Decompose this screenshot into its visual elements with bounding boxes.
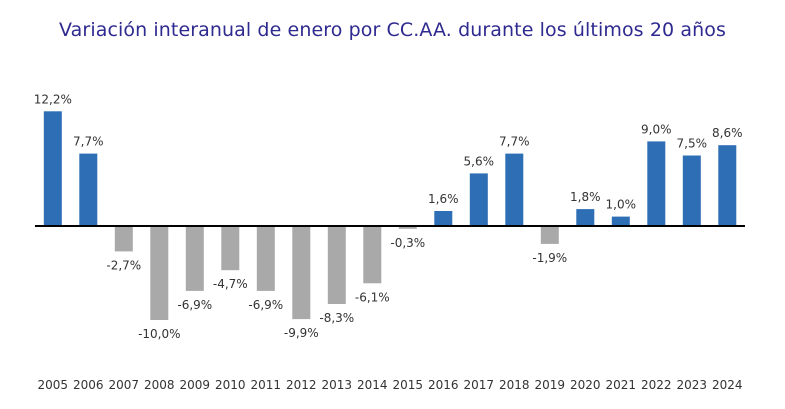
bar-2019 [540, 226, 559, 244]
data-label-2021: 1,0% [606, 198, 637, 212]
x-tick-2008: 2008 [144, 378, 175, 392]
bar-2022 [647, 141, 666, 226]
bar-2009 [185, 226, 204, 291]
x-tick-2012: 2012 [286, 378, 317, 392]
bar-2020 [576, 209, 595, 226]
bar-2010 [221, 226, 240, 271]
bar-2016 [434, 211, 453, 226]
x-tick-2017: 2017 [464, 378, 495, 392]
bar-2017 [469, 173, 488, 226]
data-label-2018: 7,7% [499, 135, 530, 149]
bars-group [43, 111, 737, 320]
data-label-2008: -10,0% [138, 327, 180, 341]
bar-2006 [79, 153, 98, 226]
bar-2018 [505, 153, 524, 226]
bar-2024 [718, 145, 737, 226]
x-tick-2015: 2015 [393, 378, 424, 392]
data-label-2024: 8,6% [712, 126, 743, 140]
bar-2014 [363, 226, 382, 284]
x-tick-2011: 2011 [251, 378, 282, 392]
bar-2015 [398, 226, 417, 229]
data-label-2006: 7,7% [73, 135, 104, 149]
x-tick-2020: 2020 [570, 378, 601, 392]
data-label-2015: -0,3% [390, 236, 425, 250]
x-tick-2023: 2023 [677, 378, 708, 392]
bar-2021 [611, 216, 630, 226]
x-tick-2018: 2018 [499, 378, 530, 392]
x-tick-2005: 2005 [38, 378, 69, 392]
x-tick-2007: 2007 [109, 378, 140, 392]
chart-title: Variación interanual de enero por CC.AA.… [59, 19, 726, 41]
x-tick-2014: 2014 [357, 378, 388, 392]
data-label-2005: 12,2% [34, 92, 72, 106]
data-label-2022: 9,0% [641, 122, 672, 136]
x-tick-2024: 2024 [712, 378, 743, 392]
bar-2013 [327, 226, 346, 304]
x-tick-2016: 2016 [428, 378, 459, 392]
data-label-2011: -6,9% [248, 298, 283, 312]
data-label-2009: -6,9% [177, 298, 212, 312]
bar-2023 [682, 155, 701, 226]
data-label-2017: 5,6% [464, 154, 495, 168]
x-tick-2010: 2010 [215, 378, 246, 392]
data-label-2016: 1,6% [428, 192, 459, 206]
x-tick-2013: 2013 [322, 378, 353, 392]
data-label-2023: 7,5% [677, 137, 708, 151]
x-tick-2009: 2009 [180, 378, 211, 392]
data-label-2007: -2,7% [106, 258, 141, 272]
x-tick-2022: 2022 [641, 378, 672, 392]
x-tick-2021: 2021 [606, 378, 637, 392]
data-label-2019: -1,9% [532, 251, 567, 265]
x-tick-labels-group: 2005 2006 2007 2008 2009 2010 2011 2012 2013 2014… [38, 378, 743, 392]
bar-2008 [150, 226, 169, 320]
data-label-2013: -8,3% [319, 311, 354, 325]
bar-2007 [114, 226, 133, 252]
data-label-2014: -6,1% [355, 290, 390, 304]
bar-2011 [256, 226, 275, 291]
bar-2012 [292, 226, 311, 320]
data-label-2020: 1,8% [570, 190, 601, 204]
data-label-2010: -4,7% [213, 277, 248, 291]
x-tick-2006: 2006 [73, 378, 104, 392]
x-tick-2019: 2019 [535, 378, 566, 392]
data-label-2012: -9,9% [284, 326, 319, 340]
bar-2005 [43, 111, 62, 226]
data-labels-group: 12,2%7,7%-2,7%-10,0%-6,9%-4,7%-6,9%-9,9%… [34, 92, 743, 341]
